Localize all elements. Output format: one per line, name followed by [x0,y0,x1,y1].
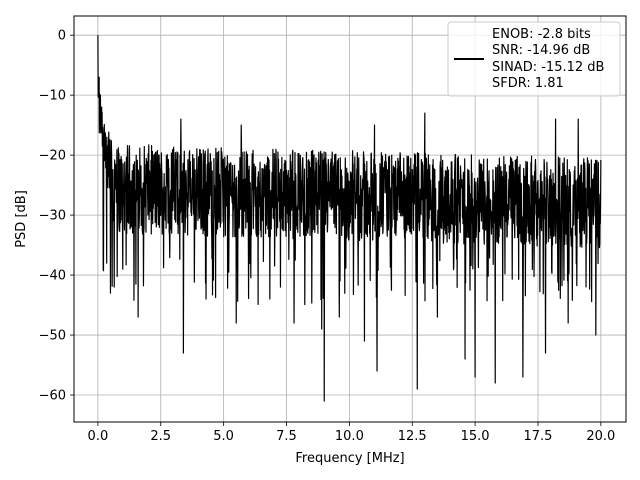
x-tick-label: 17.5 [524,429,553,444]
x-tick-label: 2.5 [150,429,171,444]
axes-frame [73,15,627,423]
x-tick-label: 7.5 [276,429,297,444]
legend-sinad: SINAD: -15.12 dB [492,60,604,75]
x-axis: 0.0 2.5 5.0 7.5 10.0 12.5 15.0 17.5 20.0 [88,422,615,444]
y-tick-label: −30 [39,209,66,224]
x-tick-label: 12.5 [398,429,427,444]
x-tick-label: 10.0 [335,429,364,444]
psd-line [97,35,602,402]
legend-box [447,21,621,97]
legend: ENOB: -2.8 bits SNR: -14.96 dB SINAD: -1… [447,21,621,97]
legend-snr: SNR: -14.96 dB [492,43,590,58]
y-tick-label: −40 [39,269,66,284]
y-axis: 0 −10 −20 −30 −40 −50 −60 [39,29,74,404]
x-tick-label: 20.0 [586,429,615,444]
legend-enob: ENOB: -2.8 bits [492,27,591,42]
x-tick-label: 5.0 [213,429,234,444]
y-axis-label: PSD [dB] [14,190,29,248]
y-tick-label: −10 [39,89,66,104]
y-tick-label: −60 [39,389,66,404]
x-axis-label: Frequency [MHz] [295,451,404,466]
x-tick-label: 0.0 [88,429,109,444]
y-tick-label: −20 [39,149,66,164]
x-tick-label: 15.0 [461,429,490,444]
psd-series [97,35,602,402]
legend-sfdr: SFDR: 1.81 [492,76,564,91]
y-tick-label: 0 [58,29,66,44]
y-tick-label: −50 [39,329,66,344]
